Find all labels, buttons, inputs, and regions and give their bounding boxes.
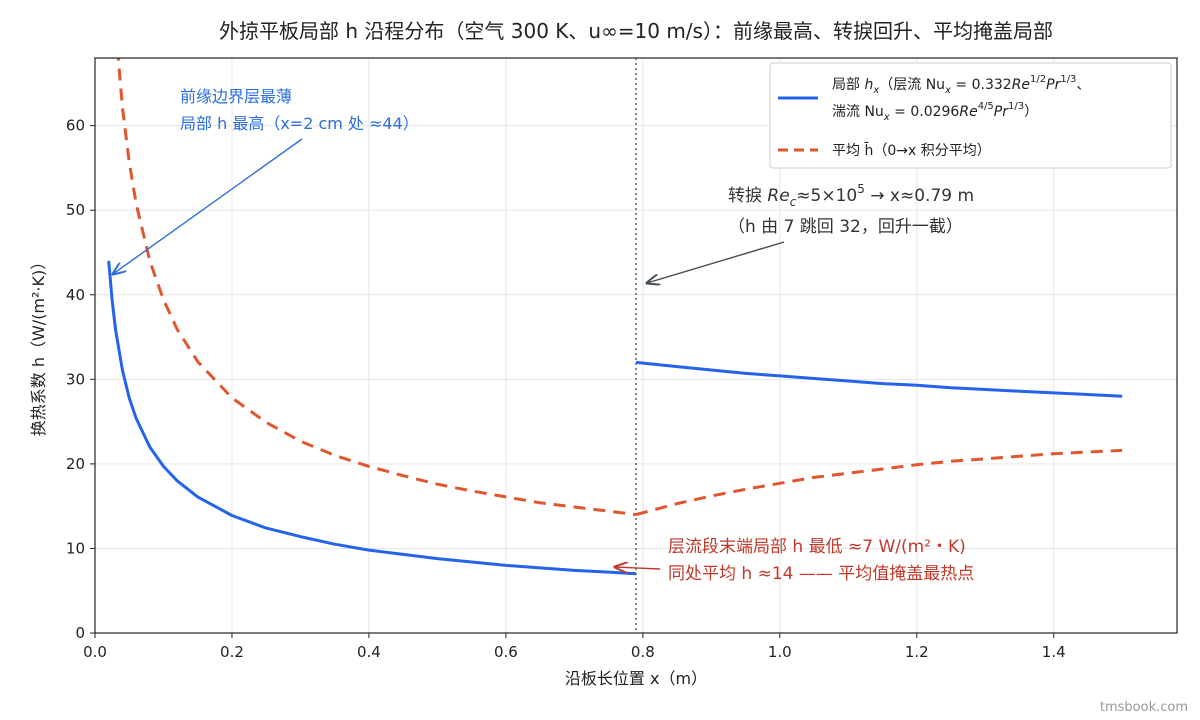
annotation-transition-line2: （h 由 7 跳回 32，回升一截） <box>728 217 963 237</box>
x-tick-label: 1.2 <box>905 643 929 661</box>
legend-label-average: 平均 h̄（0→x 积分平均） <box>832 141 991 159</box>
x-axis-label: 沿板长位置 x（m） <box>565 669 707 688</box>
series-average-line-segment-2 <box>635 448 1123 517</box>
annotation-laminar-end: 层流段末端局部 h 最低 ≈7 W/(m²・K) 同处平均 h ≈14 —— 平… <box>615 537 974 584</box>
plot-frame <box>94 57 1178 634</box>
series-lines <box>107 58 1123 576</box>
legend-box <box>769 62 1172 169</box>
x-tick-label: 0.6 <box>494 643 518 661</box>
x-tick-label: 1.4 <box>1042 643 1066 661</box>
y-tick-label: 0 <box>75 624 85 642</box>
y-tick-label: 40 <box>66 286 85 304</box>
x-tick-label: 0.2 <box>220 643 244 661</box>
y-tick-label: 20 <box>66 455 85 473</box>
x-tick-label: 0.0 <box>83 643 107 661</box>
annotation-leading-edge: 前缘边界层最薄 局部 h 最高（x=2 cm 处 ≈44） <box>113 87 419 274</box>
y-tick-label: 30 <box>66 370 85 388</box>
x-tick-label: 0.8 <box>631 643 655 661</box>
series-local-line-segment-1 <box>107 260 637 576</box>
legend-label-local-line2: 湍流 Nux = 0.0296Re4/5Pr1/3） <box>832 101 1038 123</box>
legend-label-local-line1: 局部 hx（层流 Nux = 0.332Re1/2Pr1/3、 <box>832 74 1090 96</box>
annotation-leading-edge-line2: 局部 h 最高（x=2 cm 处 ≈44） <box>180 114 419 133</box>
annotation-laminar-end-line1: 层流段末端局部 h 最低 ≈7 W/(m²・K) <box>668 537 966 557</box>
annotation-laminar-end-line2: 同处平均 h ≈14 —— 平均值掩盖最热点 <box>668 564 974 584</box>
x-tick-label: 0.4 <box>357 643 381 661</box>
y-tick-label: 50 <box>66 201 85 219</box>
y-tick-label: 60 <box>66 117 85 135</box>
watermark: tmsbook.com <box>1100 700 1188 715</box>
annotation-transition-arrow <box>647 241 785 283</box>
chart-title: 外掠平板局部 h 沿程分布（空气 300 K、u∞=10 m/s）：前缘最高、转… <box>219 19 1053 43</box>
y-axis-label: 换热系数 h（W/(m²·K)） <box>29 254 48 437</box>
annotation-laminar-end-arrow <box>615 567 661 569</box>
annotation-leading-edge-line1: 前缘边界层最薄 <box>180 87 292 106</box>
x-tick-label: 1.0 <box>768 643 792 661</box>
annotation-leading-edge-arrow <box>113 138 303 274</box>
legend: 局部 hx（层流 Nux = 0.332Re1/2Pr1/3、 湍流 Nux =… <box>769 62 1172 169</box>
annotation-transition: 转捩 Rec≈5×105 → x≈0.79 m （h 由 7 跳回 32，回升一… <box>647 182 974 283</box>
y-tick-label: 10 <box>66 539 85 557</box>
annotation-transition-line1: 转捩 Rec≈5×105 → x≈0.79 m <box>728 182 974 209</box>
series-local-line-segment-2 <box>635 360 1123 398</box>
axis-ticks: 0.0 0.2 0.4 0.6 0.8 1.0 1.2 1.4 0 10 20 30 40 50 60 <box>66 117 1066 661</box>
series-average-line-segment-1 <box>116 58 637 517</box>
